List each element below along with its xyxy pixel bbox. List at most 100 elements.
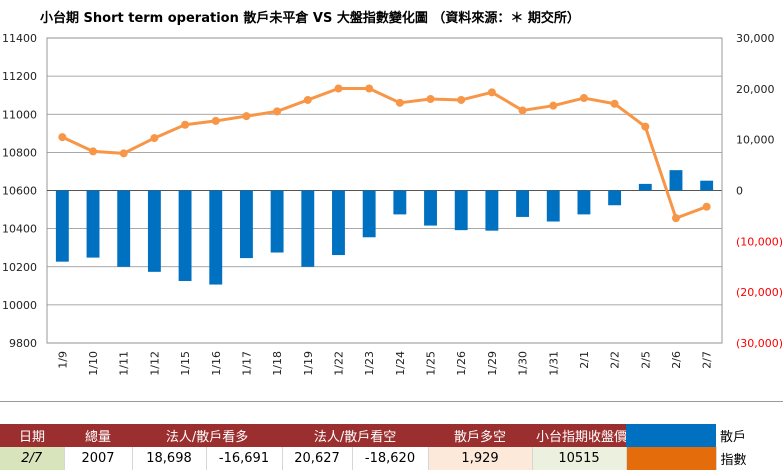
left-tick-label: 11000: [2, 108, 37, 121]
cell-long-inst: 18,698: [132, 447, 207, 470]
left-tick-label: 10200: [2, 261, 37, 274]
cell-short-retail: -18,620: [352, 447, 429, 470]
line-point: [457, 95, 466, 104]
right-tick-label: 20,000: [736, 83, 775, 96]
x-axis-ticks: 1/9 1/10 1/11 1/12 1/15 1/16 1/17 1/18 1/19 1/22 1…: [56, 351, 713, 376]
x-tick-label: 1/24: [394, 351, 407, 376]
cell-volume: 2007: [64, 447, 133, 470]
line-point: [242, 112, 251, 121]
left-tick-label: 10400: [2, 223, 37, 236]
line-point: [549, 101, 558, 110]
left-axis-ticks: 11400 11200 11000 10800 10600 10400 10200 10000…: [2, 32, 37, 350]
right-tick-label: (20,000): [736, 286, 783, 299]
bar: [454, 190, 468, 231]
line-point: [334, 84, 343, 93]
cell-retail-net: 1,929: [428, 447, 533, 470]
summary-table: 日期 總量 法人/散戶看多 法人/散戶看空 散戶多空 小台指期收盤價 散戶 2/…: [0, 424, 783, 470]
chart-title: 小台期 Short term operation 散戶未平倉 VS 大盤指數變化…: [40, 10, 580, 26]
chart-background: [0, 0, 783, 400]
bar: [669, 170, 683, 191]
x-tick-label: 2/1: [578, 351, 591, 369]
x-tick-label: 2/5: [639, 351, 652, 369]
bar: [117, 190, 131, 267]
bar: [485, 190, 499, 231]
left-tick-label: 10000: [2, 299, 37, 312]
bar: [332, 190, 345, 256]
line-point: [579, 94, 588, 103]
bar: [608, 190, 622, 206]
line-point: [273, 107, 282, 116]
bar: [577, 190, 591, 215]
left-tick-label: 10600: [2, 185, 37, 198]
legend-label-retail: 散戶: [716, 424, 783, 447]
x-tick-label: 1/19: [302, 351, 315, 376]
right-tick-label: 30,000: [736, 32, 775, 45]
cell-long-retail: -16,691: [206, 447, 283, 470]
line-point: [641, 122, 650, 131]
bar: [301, 190, 315, 267]
bar: [86, 190, 100, 258]
line-point: [518, 106, 527, 115]
header-volume: 總量: [64, 424, 132, 447]
legend-swatch-index: [626, 447, 717, 470]
bar: [362, 190, 376, 238]
bar: [546, 190, 560, 222]
right-tick-label: (30,000): [736, 337, 783, 350]
cell-close-price: 10515: [532, 447, 627, 470]
x-tick-label: 1/15: [179, 351, 192, 376]
table-row: 2/7 2007 18,698 -16,691 20,627 -18,620 1…: [0, 447, 783, 470]
separator-band: [0, 401, 783, 418]
x-tick-label: 1/31: [547, 351, 560, 376]
x-tick-label: 2/6: [670, 351, 683, 369]
line-point: [150, 134, 159, 143]
line-point: [89, 147, 98, 156]
x-tick-label: 1/12: [148, 351, 161, 376]
line-point: [58, 133, 67, 142]
bar: [638, 183, 652, 191]
line-point: [610, 99, 619, 108]
line-point: [671, 214, 680, 223]
line-point: [487, 88, 496, 97]
x-tick-label: 1/18: [271, 351, 284, 376]
right-tick-label: (10,000): [736, 235, 783, 248]
bar-series-retail: [55, 170, 714, 285]
header-retail-net: 散戶多空: [428, 424, 533, 447]
x-tick-label: 1/29: [486, 351, 499, 376]
table-header-row: 日期 總量 法人/散戶看多 法人/散戶看空 散戶多空 小台指期收盤價 散戶: [0, 424, 783, 447]
header-long: 法人/散戶看多: [132, 424, 283, 447]
bar: [147, 190, 161, 272]
header-date: 日期: [0, 424, 64, 447]
x-tick-label: 1/16: [210, 351, 223, 376]
line-point: [426, 95, 435, 103]
bar: [516, 190, 530, 217]
right-tick-label: 10,000: [736, 134, 775, 147]
x-tick-label: 1/10: [87, 351, 100, 376]
line-series-index: [58, 84, 711, 223]
line-point: [303, 95, 312, 104]
left-tick-label: 11400: [2, 32, 37, 45]
x-tick-label: 1/25: [425, 351, 438, 376]
bar: [178, 190, 192, 281]
x-tick-label: 1/30: [517, 351, 530, 376]
x-tick-label: 2/7: [701, 351, 714, 369]
left-tick-label: 9800: [9, 337, 37, 350]
bar: [270, 190, 284, 253]
bar: [55, 190, 69, 262]
legend-label-index: 指數: [716, 447, 783, 470]
x-tick-label: 1/11: [118, 351, 131, 376]
cell-date: 2/7: [0, 447, 65, 470]
line-point: [181, 120, 190, 129]
header-close-price: 小台指期收盤價: [532, 424, 627, 447]
x-tick-label: 1/23: [363, 351, 376, 376]
bar: [393, 190, 407, 215]
left-tick-label: 11200: [2, 70, 37, 83]
bar: [424, 190, 437, 226]
x-tick-label: 1/22: [332, 351, 345, 376]
x-tick-label: 2/2: [609, 351, 622, 369]
line-point: [211, 116, 220, 125]
x-tick-label: 1/26: [455, 351, 468, 376]
legend-swatch-retail: [626, 424, 717, 447]
x-tick-label: 1/17: [240, 351, 253, 376]
line-point: [395, 98, 404, 107]
index-line: [61, 87, 708, 220]
